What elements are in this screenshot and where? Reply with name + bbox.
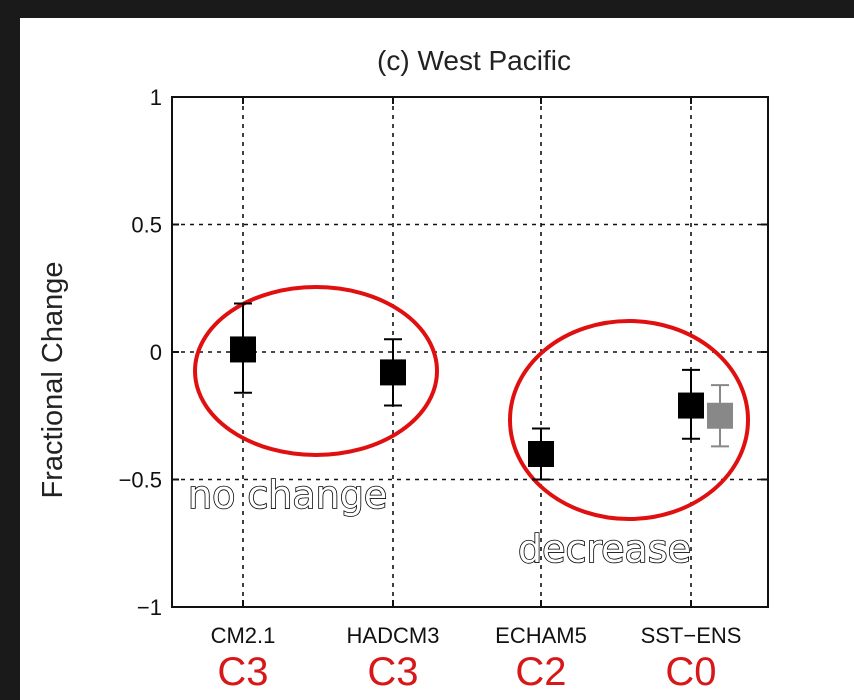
data-point: [678, 392, 704, 419]
category-code-label: C3: [217, 650, 268, 694]
y-tick-label: 0: [150, 340, 162, 365]
category-code-label: C2: [515, 650, 566, 694]
y-tick-label: −0.5: [119, 468, 162, 493]
highlight-ellipse-decrease: [508, 319, 750, 521]
y-tick-label: 1: [150, 85, 162, 110]
data-point: [380, 359, 406, 386]
annotation-no-change: no change: [188, 473, 387, 517]
x-tick-label: CM2.1: [211, 623, 276, 648]
y-tick-label: 0.5: [131, 213, 162, 238]
category-code-label: C0: [665, 650, 716, 694]
x-tick-label: SST−ENS: [641, 623, 742, 648]
data-point: [528, 441, 554, 467]
data-point: [707, 402, 733, 429]
data-point: [230, 336, 256, 363]
chart-title: (c) West Pacific: [377, 45, 571, 76]
y-axis-label: Fractional Change: [37, 262, 69, 499]
x-tick-label: HADCM3: [347, 623, 440, 648]
category-code-label: C3: [367, 650, 418, 694]
x-tick-label: ECHAM5: [495, 623, 587, 648]
highlight-ellipse-no-change: [193, 285, 439, 457]
annotation-decrease: decrease: [518, 527, 691, 571]
y-tick-label: −1: [137, 595, 162, 620]
